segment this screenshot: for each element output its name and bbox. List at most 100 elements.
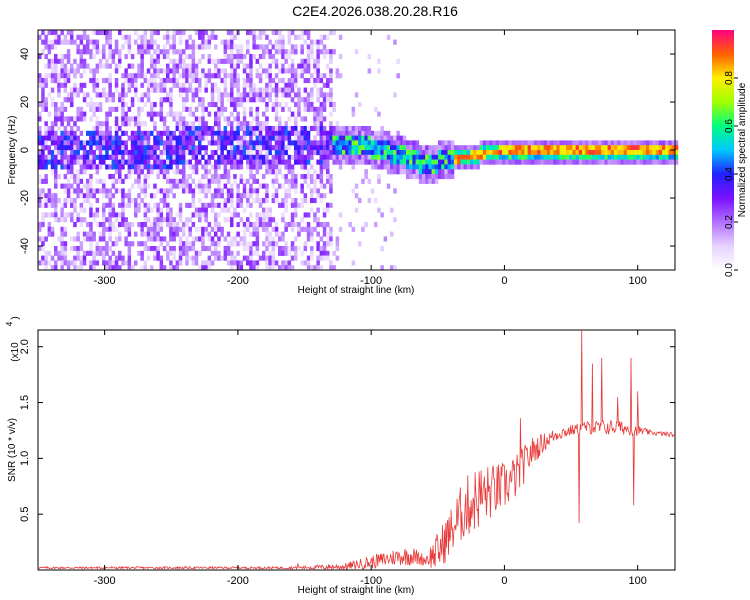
heatmap-cell (191, 54, 196, 60)
heatmap-cell (262, 121, 266, 127)
heatmap-cell (252, 82, 256, 88)
heatmap-cell (274, 164, 279, 170)
heatmap-cell (191, 193, 196, 199)
heatmap-cell (271, 159, 276, 165)
heatmap-cell (124, 241, 128, 247)
heatmap-cell (146, 231, 151, 237)
heatmap-cell (150, 106, 154, 112)
heatmap-cell (310, 231, 314, 237)
heatmap-cell (639, 154, 644, 160)
heatmap-cell (409, 140, 413, 146)
heatmap-cell (210, 250, 215, 256)
heatmap-cell (217, 154, 221, 160)
heatmap-cell (178, 73, 183, 79)
heatmap-cell (201, 106, 205, 112)
heatmap-cell (226, 198, 231, 204)
heatmap-cell (159, 97, 164, 103)
heatmap-cell (143, 135, 148, 141)
heatmap-cell (201, 212, 205, 218)
heatmap-cell (233, 154, 237, 160)
heatmap-cell (95, 178, 100, 184)
heatmap-cell (201, 54, 205, 60)
heatmap-cell (172, 246, 176, 252)
heatmap-cell (220, 193, 224, 199)
heatmap-cell (178, 34, 183, 40)
heatmap-cell (271, 250, 276, 256)
heatmap-cell (98, 140, 103, 146)
heatmap-cell (431, 145, 436, 151)
heatmap-cell (182, 150, 186, 156)
heatmap-cell (274, 222, 279, 228)
heatmap-cell (214, 150, 218, 156)
heatmap-cell (390, 164, 394, 170)
heatmap-cell (111, 222, 116, 228)
heatmap-cell (50, 140, 55, 146)
heatmap-cell (226, 39, 231, 45)
heatmap-cell (278, 265, 282, 271)
heatmap-cell (92, 164, 96, 170)
heatmap-cell (217, 202, 221, 208)
heatmap-cell (313, 68, 317, 74)
heatmap-cell (268, 135, 272, 141)
heatmap-cell (66, 178, 71, 184)
heatmap-cell (255, 250, 260, 256)
heatmap-cell (134, 212, 138, 218)
heatmap-cell (303, 154, 308, 160)
heatmap-cell (169, 102, 173, 108)
heatmap-cell (434, 164, 439, 170)
heatmap-cell (223, 68, 228, 74)
heatmap-cell (274, 58, 279, 64)
heatmap-cell (153, 222, 157, 228)
heatmap-cell (214, 174, 218, 180)
heatmap-cell (281, 44, 285, 50)
heatmap-cell (66, 73, 71, 79)
heatmap-cell (306, 226, 311, 232)
heatmap-cell (162, 121, 167, 127)
heatmap-cell (63, 174, 68, 180)
heatmap-cell (316, 145, 320, 151)
heatmap-cell (566, 145, 570, 151)
heatmap-cell (242, 255, 247, 261)
heatmap-cell (124, 73, 128, 79)
heatmap-cell (268, 231, 272, 237)
heatmap-cell (143, 150, 148, 156)
heatmap-cell (553, 140, 557, 146)
heatmap-cell (54, 154, 58, 160)
heatmap-cell (57, 111, 61, 117)
heatmap-cell (354, 49, 359, 55)
heatmap-cell (284, 58, 288, 64)
heatmap-cell (86, 34, 90, 40)
heatmap-cell (63, 255, 68, 261)
heatmap-cell (303, 30, 308, 36)
heatmap-cell (444, 140, 448, 146)
y-tick-label: 20 (19, 96, 31, 108)
heatmap-cell (470, 164, 474, 170)
heatmap-cell (66, 164, 71, 170)
heatmap-cell (534, 159, 538, 165)
heatmap-cell (335, 236, 340, 242)
heatmap-cell (230, 68, 234, 74)
heatmap-cell (95, 106, 100, 112)
heatmap-cell (290, 217, 295, 223)
heatmap-cell (153, 111, 157, 117)
heatmap-cell (54, 178, 58, 184)
heatmap-cell (348, 154, 352, 160)
heatmap-cell (169, 130, 173, 136)
heatmap-cell (281, 246, 285, 252)
heatmap-cell (370, 135, 375, 141)
heatmap-cell (140, 49, 144, 55)
heatmap-cell (303, 198, 308, 204)
heatmap-cell (300, 159, 304, 165)
heatmap-cell (73, 178, 77, 184)
heatmap-cell (79, 106, 84, 112)
heatmap-cell (396, 58, 400, 64)
heatmap-cell (114, 121, 119, 127)
heatmap-cell (121, 159, 125, 165)
heatmap-cell (82, 58, 87, 64)
heatmap-cell (306, 97, 311, 103)
heatmap-cell (38, 164, 42, 170)
heatmap-cell (265, 150, 269, 156)
heatmap-cell (86, 154, 90, 160)
heatmap-cell (201, 202, 205, 208)
heatmap-cell (265, 145, 269, 151)
